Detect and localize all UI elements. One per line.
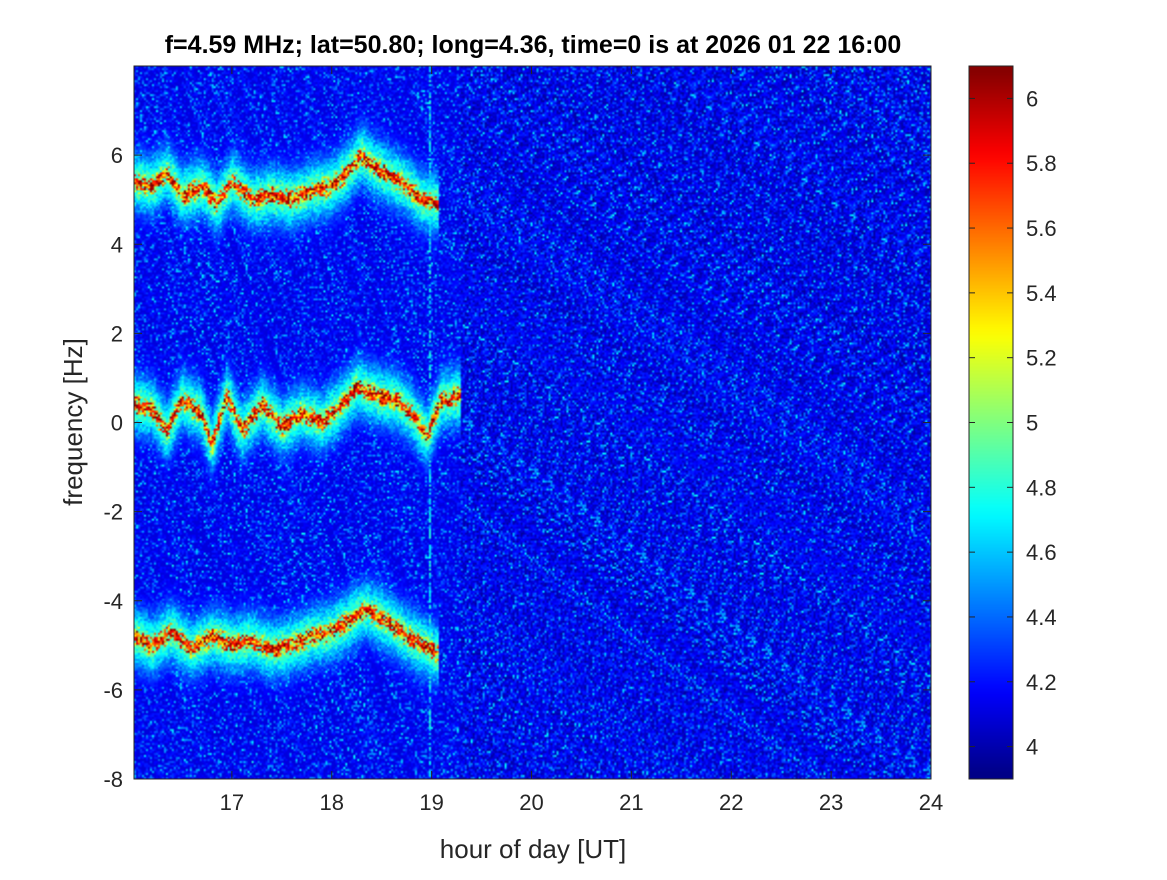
colorbar-tick-label: 5.4 <box>1026 281 1057 306</box>
x-axis-label: hour of day [UT] <box>440 834 626 864</box>
y-tick-label: 2 <box>111 321 123 346</box>
colorbar-tick-label: 5.2 <box>1026 346 1057 371</box>
x-tick-label: 20 <box>519 790 543 815</box>
y-tick-label: -8 <box>103 767 123 792</box>
chart-title: f=4.59 MHz; lat=50.80; long=4.36, time=0… <box>165 31 902 59</box>
y-axis-label: frequency [Hz] <box>58 338 88 506</box>
y-tick-label: -6 <box>103 678 123 703</box>
colorbar-tick-label: 4.6 <box>1026 540 1057 565</box>
colorbar-tick-label: 4.8 <box>1026 475 1057 500</box>
colorbar-ticks: 4 4.2 4.4 4.6 4.8 5 5.2 5.4 5.6 5.8 6 <box>969 86 1057 760</box>
x-tick-label: 19 <box>419 790 443 815</box>
colorbar-tick-label: 6 <box>1026 86 1038 111</box>
x-tick-label: 18 <box>320 790 344 815</box>
x-tick-label: 21 <box>619 790 643 815</box>
y-tick-label: -4 <box>103 589 123 614</box>
y-tick-label: 6 <box>111 143 123 168</box>
y-tick-label: 0 <box>111 411 123 436</box>
x-tick-label: 17 <box>220 790 244 815</box>
heatmap-image <box>134 66 931 779</box>
y-tick-label: 4 <box>111 232 123 257</box>
colorbar-tick-label: 4.2 <box>1026 670 1057 695</box>
colorbar-tick-label: 5 <box>1026 411 1038 436</box>
colorbar-tick-label: 4.4 <box>1026 605 1057 630</box>
colorbar-tick-label: 4 <box>1026 735 1038 760</box>
x-tick-label: 23 <box>819 790 843 815</box>
colorbar-image <box>969 66 1013 779</box>
x-axis: 17 18 19 20 21 22 23 24 <box>220 66 943 815</box>
x-tick-label: 24 <box>919 790 943 815</box>
x-tick-label: 22 <box>719 790 743 815</box>
y-axis: -8 -6 -4 -2 0 2 4 6 <box>103 143 931 792</box>
colorbar: 4 4.2 4.4 4.6 4.8 5 5.2 5.4 5.6 5.8 6 <box>968 65 1057 780</box>
colorbar-tick-label: 5.6 <box>1026 216 1057 241</box>
y-tick-label: -2 <box>103 500 123 525</box>
colorbar-tick-label: 5.8 <box>1026 151 1057 176</box>
plot-area <box>133 65 932 780</box>
